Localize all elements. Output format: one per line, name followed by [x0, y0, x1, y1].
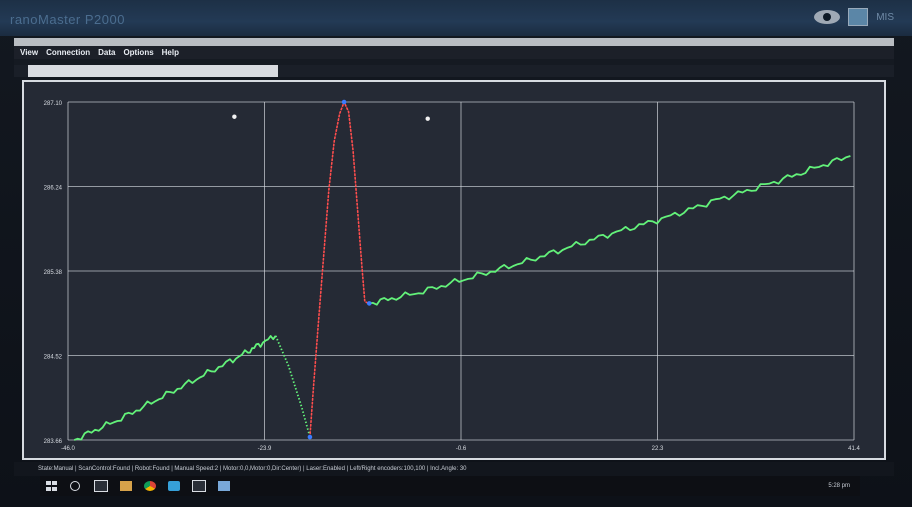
reference-dot — [232, 114, 237, 119]
series-line-green — [73, 335, 277, 441]
y-tick-label: 287.10 — [44, 101, 63, 107]
square-logo-icon — [848, 8, 869, 26]
edge-marker — [307, 434, 313, 440]
reference-dot — [425, 116, 430, 121]
menu-data[interactable]: Data — [98, 48, 116, 57]
toolbar-area — [14, 59, 894, 65]
menu-connection[interactable]: Connection — [46, 48, 91, 57]
tab-scan-view[interactable] — [28, 65, 278, 77]
y-tick-label: 285.38 — [44, 270, 63, 276]
series-line-red — [309, 99, 370, 438]
y-tick-label: 284.52 — [44, 355, 63, 361]
x-tick-label: 41.4 — [848, 446, 860, 452]
menu-help[interactable]: Help — [161, 48, 179, 57]
tab-bar — [14, 65, 894, 77]
y-tick-label: 286.24 — [44, 186, 63, 192]
x-tick-label: -46.0 — [61, 446, 75, 452]
window-title: ranoMaster P2000 — [10, 12, 125, 27]
menu-view[interactable]: View — [20, 48, 39, 57]
y-tick-label: 283.66 — [44, 439, 63, 445]
start-icon[interactable] — [46, 481, 58, 491]
window-title-bar: ranoMaster P2000 MIS — [0, 0, 912, 36]
app-caption-strip — [14, 38, 894, 46]
terminal-icon[interactable] — [192, 480, 206, 492]
taskbar: 5:28 pm — [40, 476, 860, 496]
menu-bar: View Connection Data Options Help — [14, 46, 894, 59]
clock[interactable]: 5:28 pm — [828, 483, 850, 489]
edge-marker — [341, 99, 347, 105]
menu-options[interactable]: Options — [123, 48, 154, 57]
browser-icon[interactable] — [144, 481, 156, 491]
series-line-green — [274, 335, 311, 438]
app-icon[interactable] — [218, 481, 230, 491]
eye-logo-icon — [814, 10, 841, 24]
status-bar: State:Manual | ScanControl:Found | Robot… — [14, 462, 894, 476]
folder-icon[interactable] — [120, 481, 132, 491]
profile-plot-frame: 283.66 284.52 285.38 286.24 287.10 -46.0 -23.9… — [22, 80, 886, 460]
series-line-green — [369, 155, 851, 306]
logo-text: MIS — [876, 11, 894, 23]
x-tick-label: -0.6 — [456, 446, 467, 452]
chat-icon[interactable] — [168, 481, 180, 491]
profile-plot[interactable]: 283.66 284.52 285.38 286.24 287.10 -46.0 -23.9… — [24, 82, 884, 458]
x-tick-label: 22.3 — [652, 446, 664, 452]
x-tick-label: -23.9 — [258, 446, 272, 452]
vendor-logo: MIS — [814, 8, 894, 26]
task-view-icon[interactable] — [94, 480, 108, 492]
edge-marker — [366, 301, 372, 306]
search-icon[interactable] — [70, 481, 82, 491]
system-tray: 5:28 pm — [828, 483, 860, 489]
